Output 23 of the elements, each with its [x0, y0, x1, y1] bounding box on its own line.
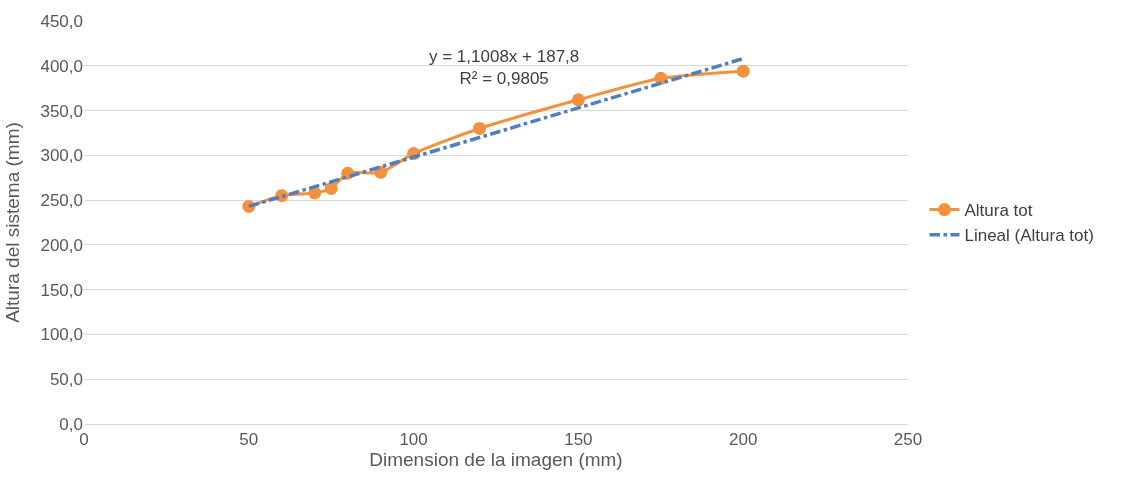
- x-tick-label: 150: [564, 430, 593, 450]
- legend-label: Altura tot: [964, 201, 1033, 221]
- annotation: y = 1,1008x + 187,8 R² = 0,9805: [429, 47, 580, 89]
- y-tick-label: 100,0: [40, 325, 83, 345]
- y-tick-label: 250,0: [40, 191, 83, 211]
- legend-label: Lineal (Altura tot): [964, 226, 1094, 246]
- x-tick-label: 250: [893, 430, 923, 450]
- point: [324, 181, 338, 195]
- y-tick-label: 200,0: [40, 235, 83, 255]
- point: [473, 121, 487, 135]
- point: [736, 64, 750, 78]
- point: [571, 93, 585, 107]
- y-tick-label: 450,0: [40, 11, 83, 31]
- y-tick-label: 400,0: [40, 56, 83, 76]
- x-tick-label: 50: [239, 430, 259, 450]
- x-tick-label: 200: [729, 430, 758, 450]
- y-tick-label: 350,0: [40, 101, 83, 121]
- y-tick-label: 50,0: [49, 370, 83, 390]
- y-axis-title: Altura del sistema (mm): [2, 122, 24, 323]
- x-tick-label: 100: [399, 430, 428, 450]
- x-axis-title: Dimension de la imagen (mm): [369, 449, 623, 471]
- y-tick-label: 150,0: [40, 280, 83, 300]
- y-tick-label: 300,0: [40, 146, 83, 166]
